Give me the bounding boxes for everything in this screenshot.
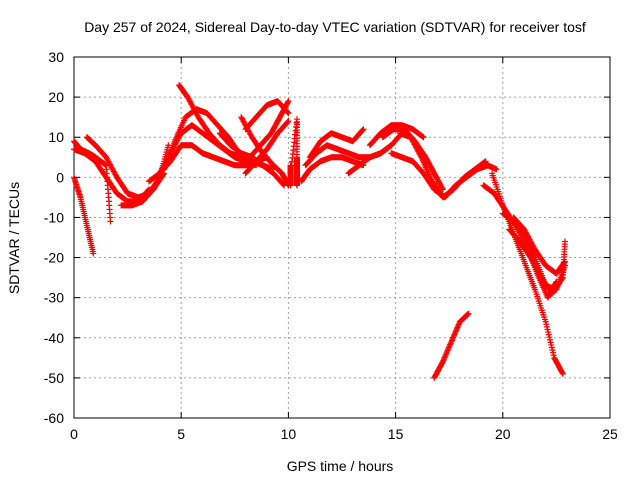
y-tick-label: -10 xyxy=(44,209,64,225)
data-point-marker xyxy=(561,258,568,265)
axis-ticks: 0 5 10 15 20 25 -60 -50 -40 -30 -20 -10 0 10 20 30 xyxy=(44,49,618,442)
series-arc-23 xyxy=(396,130,489,201)
series-arc-11 xyxy=(238,114,292,189)
x-tick-label: 25 xyxy=(602,426,618,442)
series-arc-14 xyxy=(242,98,292,133)
series-arc-20 xyxy=(366,122,427,149)
x-tick-label: 10 xyxy=(281,426,297,442)
y-tick-label: -40 xyxy=(44,330,64,346)
y-axis-label: SDTVAR / TECUs xyxy=(6,182,22,294)
series-arc-28 xyxy=(506,226,568,297)
series-arc-6 xyxy=(146,142,270,185)
data-point-marker xyxy=(493,166,500,173)
data-point-marker xyxy=(559,370,566,377)
data-point-marker xyxy=(360,126,367,133)
data-points xyxy=(71,82,568,381)
data-point-marker xyxy=(439,186,446,193)
y-tick-label: 20 xyxy=(48,89,64,105)
series-arc-12 xyxy=(242,118,292,177)
data-point-marker xyxy=(284,109,291,116)
y-tick-label: -30 xyxy=(44,290,64,306)
series-arc-5 xyxy=(118,170,168,209)
data-point-marker xyxy=(284,119,291,126)
plot-frame xyxy=(73,56,611,419)
y-tick-label: -20 xyxy=(44,250,64,266)
x-tick-label: 5 xyxy=(177,426,185,442)
series-arc-1 xyxy=(71,174,97,257)
y-tick-label: -50 xyxy=(44,370,64,386)
data-point-marker xyxy=(285,98,292,105)
data-point-marker xyxy=(559,275,566,282)
data-point-marker xyxy=(482,158,489,165)
series-arc-24 xyxy=(431,310,472,381)
data-point-marker xyxy=(285,110,292,117)
plot-border xyxy=(73,56,611,419)
data-point-marker xyxy=(559,369,566,376)
data-point-marker xyxy=(90,250,97,257)
data-point-marker xyxy=(561,259,568,266)
y-tick-label: 30 xyxy=(48,49,64,65)
x-tick-label: 20 xyxy=(495,426,511,442)
y-tick-label: 0 xyxy=(56,169,64,185)
series-arc-13 xyxy=(246,98,292,161)
y-tick-label: -60 xyxy=(44,410,64,426)
x-axis-label: GPS time / hours xyxy=(287,458,394,474)
data-point-marker xyxy=(420,134,427,141)
data-point-marker xyxy=(293,182,300,189)
x-tick-label: 15 xyxy=(388,426,404,442)
y-tick-label: 10 xyxy=(48,129,64,145)
series-arc-15 xyxy=(287,116,300,189)
series-arc-22 xyxy=(388,150,500,201)
data-point-marker xyxy=(561,238,568,245)
data-point-marker xyxy=(465,310,472,317)
data-point-marker xyxy=(359,127,366,134)
series-arc-19 xyxy=(345,130,406,177)
x-tick-label: 0 xyxy=(70,426,78,442)
chart-title: Day 257 of 2024, Sidereal Day-to-day VTE… xyxy=(84,19,586,35)
data-point-marker xyxy=(284,99,291,106)
series-arc-29 xyxy=(510,214,568,277)
data-point-marker xyxy=(439,185,446,192)
data-point-marker xyxy=(107,218,114,225)
data-point-marker xyxy=(285,118,292,125)
series-arc-18 xyxy=(306,126,367,161)
